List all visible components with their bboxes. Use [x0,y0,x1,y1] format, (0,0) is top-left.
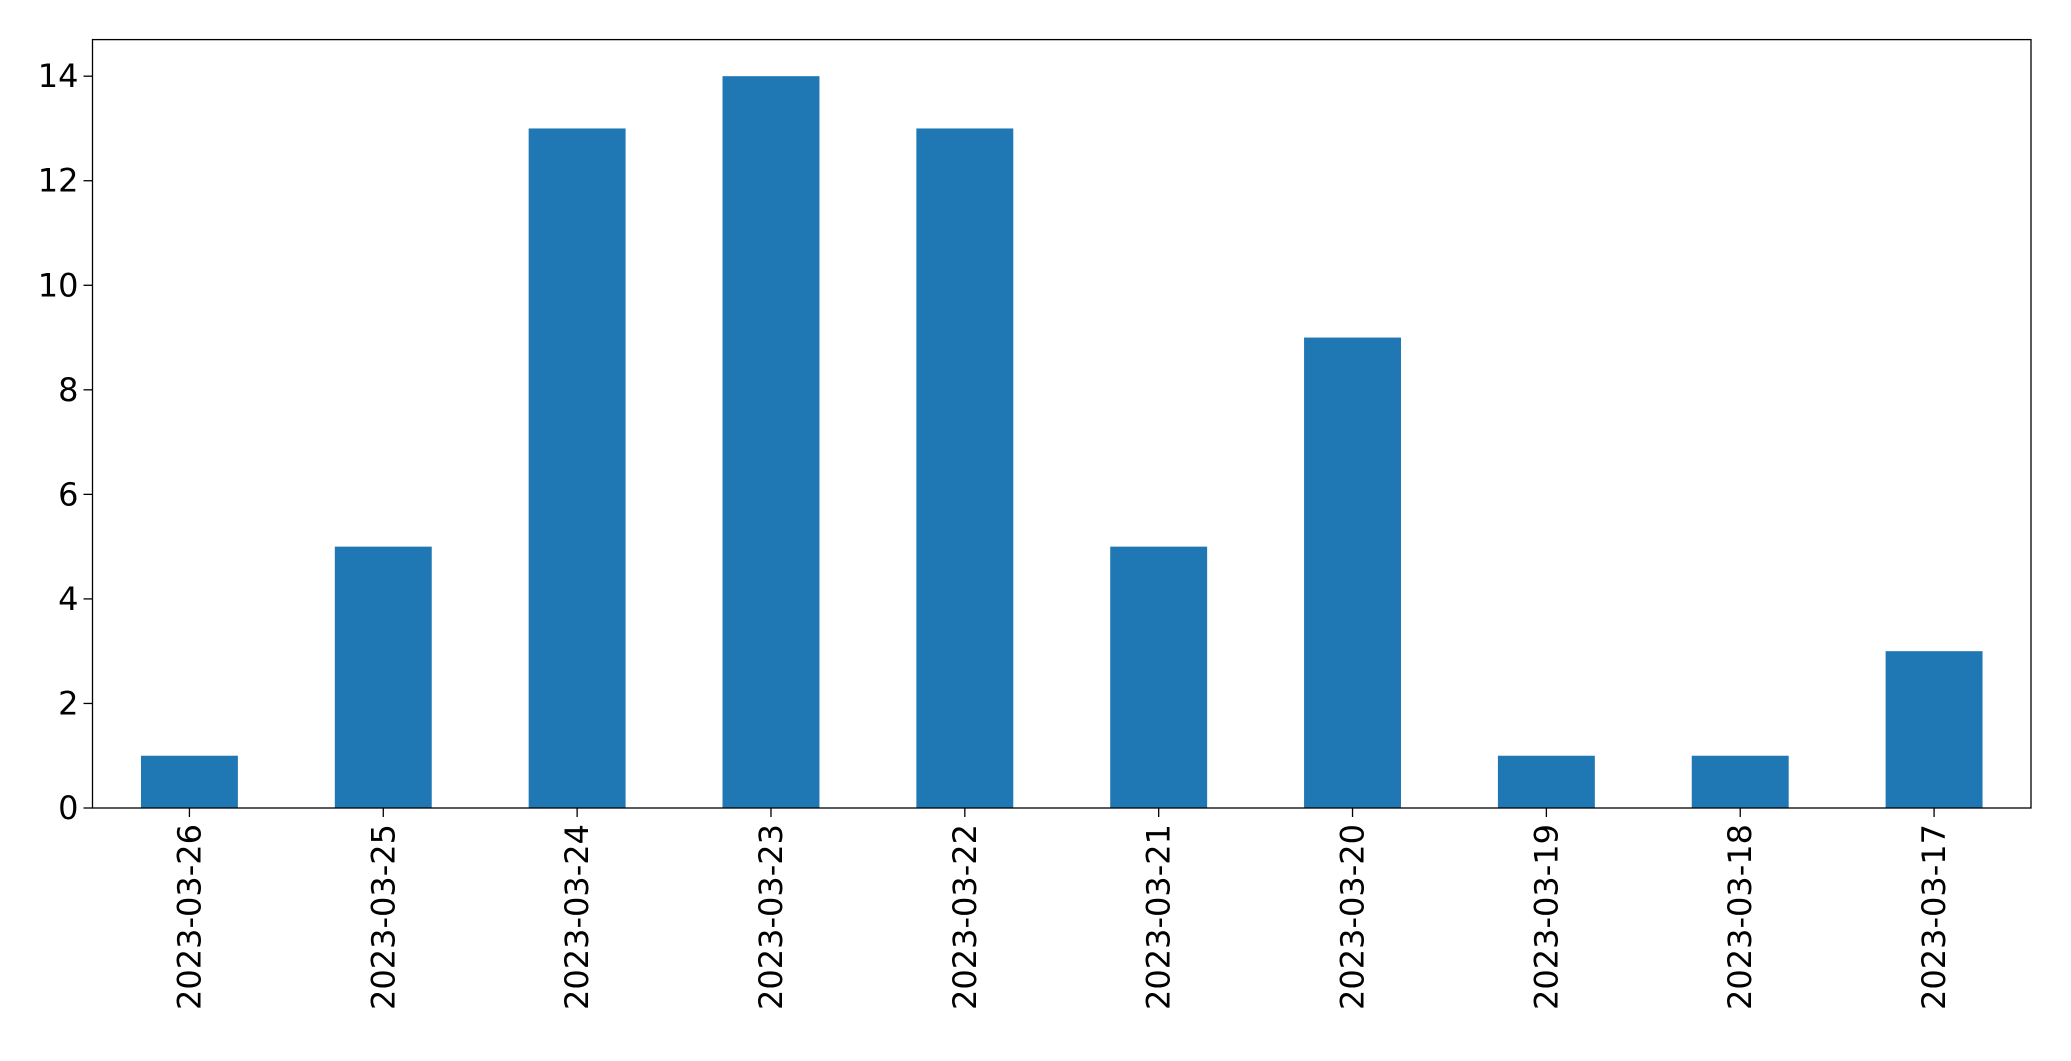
x-tick-label: 2023-03-22 [946,824,984,1010]
bar [722,76,820,808]
x-tick-label: 2023-03-26 [170,824,208,1010]
bar [140,755,238,808]
bar [1110,546,1208,808]
bar [1691,755,1789,808]
x-tick-label: 2023-03-25 [364,824,402,1010]
bar [1304,337,1401,808]
y-tick-label: 2 [58,684,78,722]
y-tick-label: 0 [58,789,78,827]
y-tick-label: 14 [38,57,79,95]
bar [528,128,626,808]
x-tick-label: 2023-03-19 [1527,824,1565,1010]
bar [1885,651,1983,808]
x-tick-label: 2023-03-21 [1140,824,1178,1010]
y-tick-label: 10 [38,266,79,304]
x-tick-label: 2023-03-17 [1915,824,1953,1010]
y-tick-label: 8 [58,371,78,409]
y-tick-label: 6 [58,475,78,513]
plot-frame [91,38,2032,809]
bar [1497,755,1595,808]
y-tick-label: 4 [58,580,78,618]
x-tick-label: 2023-03-23 [752,824,790,1010]
x-tick-label: 2023-03-18 [1721,824,1759,1010]
x-tick-label: 2023-03-24 [558,824,596,1010]
bar [916,128,1014,808]
y-tick-label: 12 [38,162,79,200]
bar [334,546,432,808]
x-tick-label: 2023-03-20 [1334,824,1372,1010]
